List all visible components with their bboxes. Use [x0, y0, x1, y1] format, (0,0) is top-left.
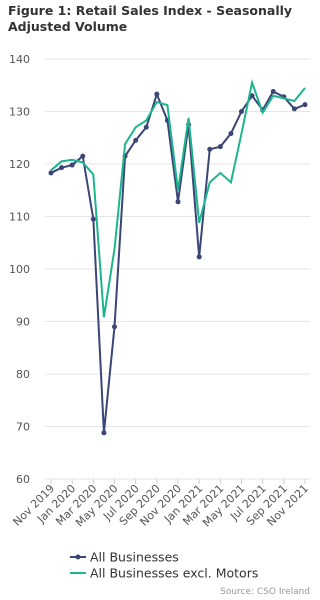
y-tick-label: 80: [16, 368, 30, 381]
y-tick-label: 60: [16, 473, 30, 486]
point: [101, 430, 107, 436]
point: [48, 170, 54, 176]
series-line: [50, 90, 306, 433]
y-tick-label: 70: [16, 421, 30, 434]
point: [143, 124, 149, 130]
chart-title: Adjusted Volume: [8, 19, 127, 34]
point: [175, 199, 181, 205]
point: [270, 89, 276, 95]
point: [69, 162, 75, 168]
point: [154, 91, 160, 97]
legend-label: All Businesses: [90, 550, 179, 565]
point: [133, 137, 139, 143]
y-tick-label: 100: [9, 263, 30, 276]
point: [196, 254, 202, 260]
y-tick-label: 110: [9, 211, 30, 224]
y-tick-label: 130: [9, 106, 30, 119]
point: [302, 102, 308, 108]
chart-title: Figure 1: Retail Sales Index - Seasonall…: [8, 3, 292, 18]
point: [249, 93, 255, 99]
point: [228, 131, 234, 137]
point: [112, 324, 117, 330]
point: [59, 165, 65, 171]
legend-marker: [75, 554, 81, 560]
y-tick-label: 140: [9, 53, 30, 66]
source: Source: CSO Ireland: [220, 587, 310, 597]
y-tick-label: 90: [16, 316, 30, 329]
point: [80, 153, 86, 159]
point: [207, 146, 213, 152]
point: [90, 216, 96, 222]
legend-label: All Businesses excl. Motors: [90, 566, 258, 581]
series-line: [50, 78, 306, 318]
point: [217, 144, 223, 150]
y-tick-label: 120: [9, 158, 30, 171]
point: [239, 109, 244, 114]
point: [291, 106, 297, 112]
